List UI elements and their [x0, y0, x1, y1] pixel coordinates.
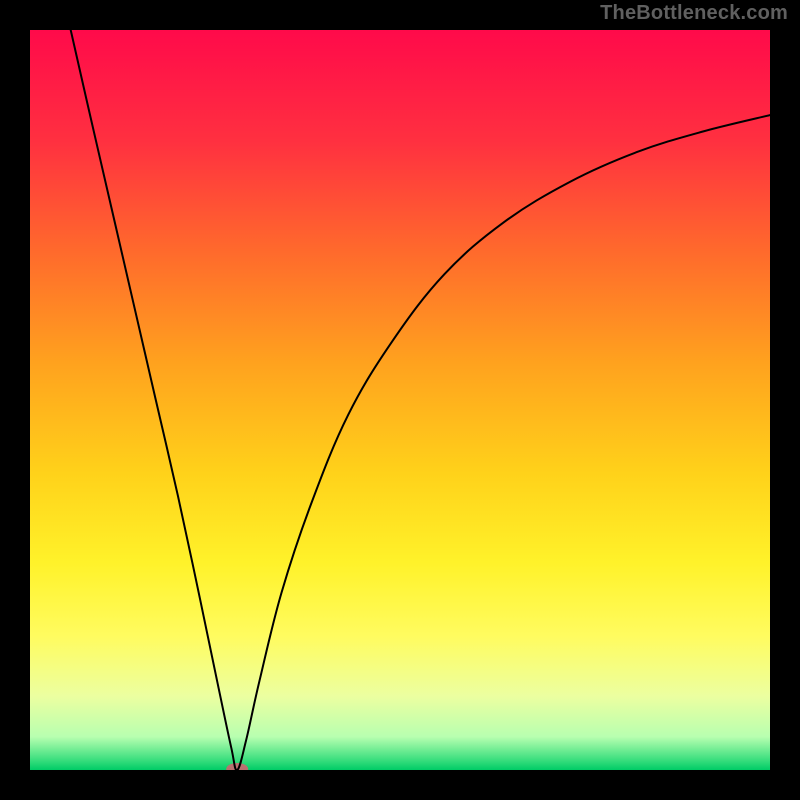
chart-container: TheBottleneck.com	[0, 0, 800, 800]
watermark-text: TheBottleneck.com	[600, 2, 788, 25]
chart-svg	[0, 0, 800, 800]
